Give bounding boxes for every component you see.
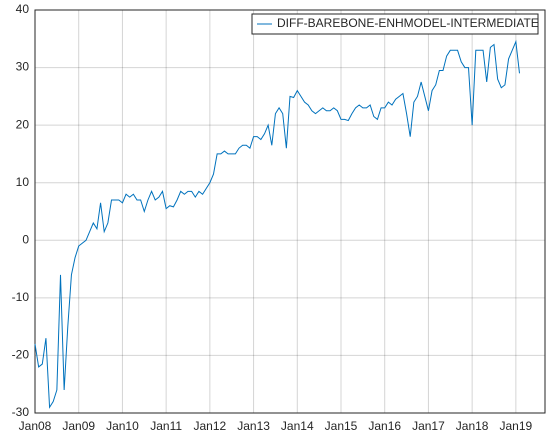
- x-tick-label: Jan17: [412, 419, 445, 433]
- x-tick-label: Jan16: [368, 419, 401, 433]
- y-tick-label: 30: [16, 60, 30, 74]
- plot-frame: [34, 9, 546, 414]
- legend-label: DIFF-BAREBONE-ENHMODEL-INTERMEDIATE: [277, 16, 539, 30]
- x-tick-label: Jan19: [500, 419, 533, 433]
- x-tick-label: Jan15: [325, 419, 358, 433]
- x-tick-label: Jan14: [281, 419, 314, 433]
- x-tick-label: Jan13: [237, 419, 270, 433]
- x-tick-label: Jan11: [150, 419, 182, 433]
- x-tick-label: Jan08: [19, 419, 52, 433]
- x-tick-label: Jan18: [456, 419, 489, 433]
- y-tick-label: -30: [12, 405, 30, 419]
- y-tick-label: 40: [16, 2, 30, 16]
- x-tick-label: Jan09: [62, 419, 95, 433]
- y-tick-label: 10: [16, 175, 30, 189]
- y-tick-label: 20: [16, 117, 30, 131]
- data-line: [34, 39, 520, 409]
- legend-box: [251, 13, 539, 35]
- x-tick-label: Jan10: [106, 419, 139, 433]
- x-tick-label: Jan12: [194, 419, 227, 433]
- y-tick-label: -20: [12, 348, 30, 362]
- y-tick-label: -10: [12, 290, 30, 304]
- y-tick-label: 0: [22, 232, 29, 246]
